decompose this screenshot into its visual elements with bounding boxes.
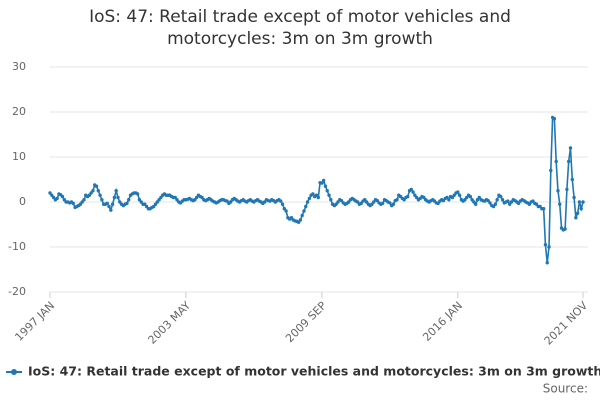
data-point	[135, 192, 140, 196]
data-point	[457, 193, 462, 197]
data-point	[114, 189, 118, 193]
data-point	[325, 189, 329, 193]
data-point	[125, 201, 129, 206]
data-point	[116, 195, 120, 200]
data-point	[100, 198, 104, 202]
data-point	[91, 189, 95, 193]
data-point	[323, 184, 328, 188]
data-point	[279, 199, 283, 203]
data-point	[320, 181, 324, 185]
data-point	[554, 159, 558, 164]
data-point	[109, 208, 113, 212]
data-point	[556, 189, 560, 193]
data-point	[395, 198, 399, 202]
data-point	[311, 192, 315, 196]
data-point	[572, 195, 576, 200]
data-point	[563, 227, 567, 231]
data-point	[110, 202, 115, 206]
data-point	[112, 195, 117, 200]
data-point	[541, 207, 546, 211]
series-line	[49, 115, 584, 263]
data-point	[568, 146, 573, 150]
data-point	[552, 117, 557, 121]
data-point	[411, 190, 415, 194]
data-point	[284, 209, 288, 213]
y-tick-label: 0	[19, 195, 26, 208]
data-point	[473, 202, 478, 206]
y-tick-label: 10	[12, 150, 26, 163]
data-point	[82, 198, 86, 202]
data-point	[98, 193, 102, 197]
data-point	[298, 218, 303, 222]
data-point	[107, 204, 111, 209]
data-point	[71, 201, 75, 206]
data-point	[94, 184, 99, 188]
data-point	[321, 178, 326, 183]
data-point	[447, 198, 451, 202]
y-tick-label: 20	[12, 105, 26, 118]
legend-label: IoS: 47: Retail trade except of motor ve…	[28, 364, 600, 379]
data-point	[391, 202, 396, 206]
data-point	[388, 201, 392, 205]
data-point	[96, 189, 100, 193]
data-point	[105, 201, 109, 206]
legend-marker	[11, 369, 17, 375]
y-tick-label: -20	[8, 285, 26, 298]
data-point	[305, 200, 310, 204]
data-point	[55, 196, 59, 201]
data-point	[329, 198, 333, 202]
x-tick-label: 2003 MAY	[146, 299, 194, 347]
data-point	[304, 204, 308, 209]
data-point	[566, 159, 571, 164]
data-point	[456, 190, 460, 194]
data-point	[409, 187, 413, 192]
data-point	[500, 198, 505, 202]
y-tick-label: -10	[8, 240, 26, 253]
data-point	[558, 202, 562, 206]
data-point	[549, 168, 553, 173]
data-point	[327, 193, 331, 197]
x-tick-label: 2021 NOV	[542, 299, 591, 348]
data-point	[302, 209, 306, 213]
data-point	[316, 195, 320, 200]
data-point	[380, 201, 385, 206]
data-point	[581, 200, 585, 204]
data-point	[579, 207, 583, 211]
data-point	[488, 201, 492, 205]
y-tick-label: 30	[12, 60, 26, 73]
data-point	[307, 196, 312, 201]
data-point	[575, 211, 580, 215]
data-point	[468, 194, 473, 199]
x-tick-label: 2016 JAN	[420, 299, 465, 344]
data-point	[577, 200, 582, 204]
data-point	[300, 213, 304, 218]
chart-title: IoS: 47: Retail trade except of motor ve…	[89, 7, 511, 49]
data-point	[406, 194, 410, 199]
data-point	[499, 194, 503, 199]
data-point	[126, 198, 131, 202]
x-tick-label: 2009 SEP	[283, 299, 329, 345]
data-point	[60, 194, 65, 199]
data-point	[565, 187, 569, 192]
data-point	[493, 202, 498, 206]
data-point	[570, 177, 574, 182]
data-point	[543, 243, 548, 247]
x-tick-label: 1997 JAN	[12, 299, 57, 344]
data-point	[506, 199, 510, 203]
data-point	[495, 198, 499, 202]
data-point	[280, 202, 285, 206]
source-label: Source:	[543, 382, 588, 396]
data-point	[547, 245, 551, 249]
data-point	[574, 216, 578, 220]
data-point	[545, 261, 549, 265]
